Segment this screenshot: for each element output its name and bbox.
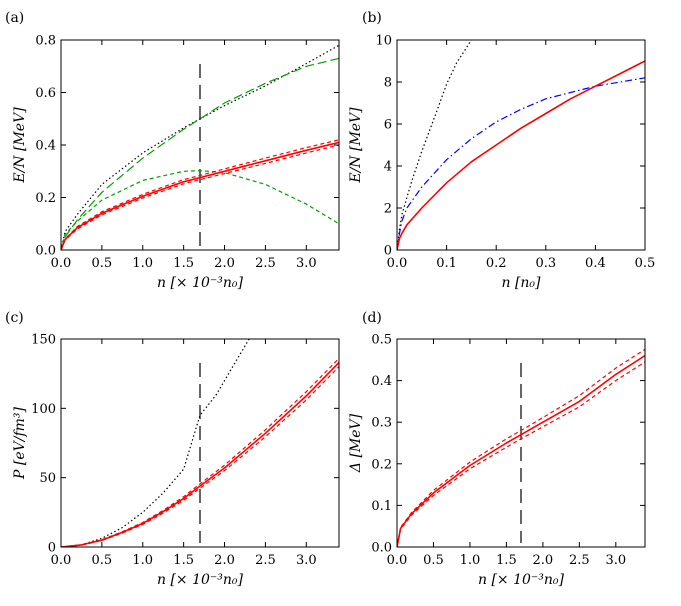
y-tick-label: 100: [31, 402, 56, 417]
x-tick-label: 0.0: [387, 553, 408, 568]
series-line-2: [397, 361, 645, 547]
x-tick-label: 1.5: [173, 553, 194, 568]
panel-label: (d): [362, 310, 382, 326]
y-tick-label: 0.2: [371, 457, 392, 472]
x-tick-label: 3.0: [605, 553, 626, 568]
y-tick-label: 0.6: [35, 86, 56, 101]
x-axis-label: n [n₀]: [501, 275, 541, 291]
y-tick-label: 0.8: [35, 34, 56, 49]
y-tick-label: 0.0: [371, 541, 392, 556]
x-tick-label: 0.0: [51, 553, 72, 568]
x-tick-label: 0.5: [423, 553, 444, 568]
series-line-5: [61, 144, 339, 250]
x-tick-label: 2.5: [569, 553, 590, 568]
series-line-3: [61, 366, 339, 547]
series-line-3: [61, 141, 339, 250]
x-tick-label: 1.0: [460, 553, 481, 568]
x-tick-label: 2.5: [255, 256, 276, 271]
y-tick-label: 8: [384, 76, 392, 91]
series-line-4: [61, 139, 339, 250]
y-tick-label: 0.4: [35, 139, 56, 154]
x-axis-label: n [× 10⁻³n₀]: [157, 275, 244, 291]
y-tick-label: 2: [384, 202, 392, 217]
x-tick-label: 0.5: [92, 553, 113, 568]
y-tick-label: 0: [48, 541, 56, 556]
panel-label: (b): [362, 10, 382, 26]
plot-frame: [396, 338, 646, 548]
y-tick-label: 0.4: [371, 374, 392, 389]
y-tick-label: 0.0: [35, 244, 56, 259]
plot-frame: [396, 39, 646, 251]
panel-label: (c): [5, 310, 24, 326]
x-tick-label: 0.3: [535, 256, 556, 271]
y-tick-label: 0.1: [371, 499, 392, 514]
series-line-2: [397, 60, 645, 250]
series-line-2: [61, 357, 339, 547]
series-group: [397, 348, 645, 547]
x-tick-label: 0.5: [635, 256, 656, 271]
x-tick-label: 1.0: [132, 553, 153, 568]
panel-0: (a) 0.0 0.5 1.0 1.5 2.0 2.5 3.0 0.0 0.2 0.4 0.6 0.8 n…: [5, 10, 340, 291]
x-tick-label: 0.2: [486, 256, 507, 271]
panel-2: (c) 0.0 0.5 1.0 1.5 2.0 2.5 3.0 0 50 100 150 n [× 10…: [5, 310, 340, 588]
y-tick-label: 150: [31, 333, 56, 348]
series-group: [61, 339, 339, 547]
y-tick-label: 0.2: [35, 191, 56, 206]
y-tick-label: 6: [384, 118, 392, 133]
series-line-0: [61, 44, 339, 250]
x-tick-label: 1.0: [132, 256, 153, 271]
x-tick-label: 3.0: [296, 256, 317, 271]
y-axis-label: Δ [MeV]: [348, 413, 364, 473]
y-tick-label: 0.3: [371, 416, 392, 431]
y-tick-label: 50: [39, 471, 56, 486]
plot-frame: [60, 338, 340, 548]
series-line-2: [61, 170, 339, 250]
series-line-0: [397, 354, 645, 547]
series-group: [61, 44, 339, 250]
x-tick-label: 3.0: [296, 553, 317, 568]
x-tick-label: 0.0: [51, 256, 72, 271]
x-tick-label: 0.1: [436, 256, 457, 271]
x-tick-label: 0.5: [92, 256, 113, 271]
series-line-1: [397, 348, 645, 547]
series-line-0: [397, 40, 472, 250]
panel-3: (d) 0.0 0.5 1.0 1.5 2.0 2.5 3.0 0.0 0.1 0.2 0.3 0.4 0…: [348, 310, 646, 588]
x-tick-label: 0.0: [387, 256, 408, 271]
panel-label: (a): [5, 10, 24, 26]
x-tick-label: 2.5: [255, 553, 276, 568]
x-axis-label: n [× 10⁻³n₀]: [157, 572, 244, 588]
series-group: [397, 40, 645, 250]
series-line-1: [397, 77, 645, 250]
y-axis-label: E/N [MeV]: [348, 107, 364, 184]
x-tick-label: 2.0: [533, 553, 554, 568]
y-tick-label: 4: [384, 160, 392, 175]
x-tick-label: 2.0: [214, 256, 235, 271]
x-tick-label: 2.0: [214, 553, 235, 568]
y-tick-label: 0: [384, 244, 392, 259]
x-axis-label: n [× 10⁻³n₀]: [478, 572, 565, 588]
y-axis-label: P [eV/fm³]: [12, 406, 28, 480]
x-tick-label: 1.5: [173, 256, 194, 271]
y-tick-label: 0.5: [371, 333, 392, 348]
panel-1: (b) 0.0 0.1 0.2 0.3 0.4 0.5 0 2 4 6 8 10 n [n₀] E/N [M…: [348, 10, 655, 291]
x-tick-label: 1.5: [496, 553, 517, 568]
y-tick-label: 10: [375, 34, 392, 49]
x-tick-label: 0.4: [585, 256, 606, 271]
y-axis-label: E/N [MeV]: [12, 107, 28, 184]
